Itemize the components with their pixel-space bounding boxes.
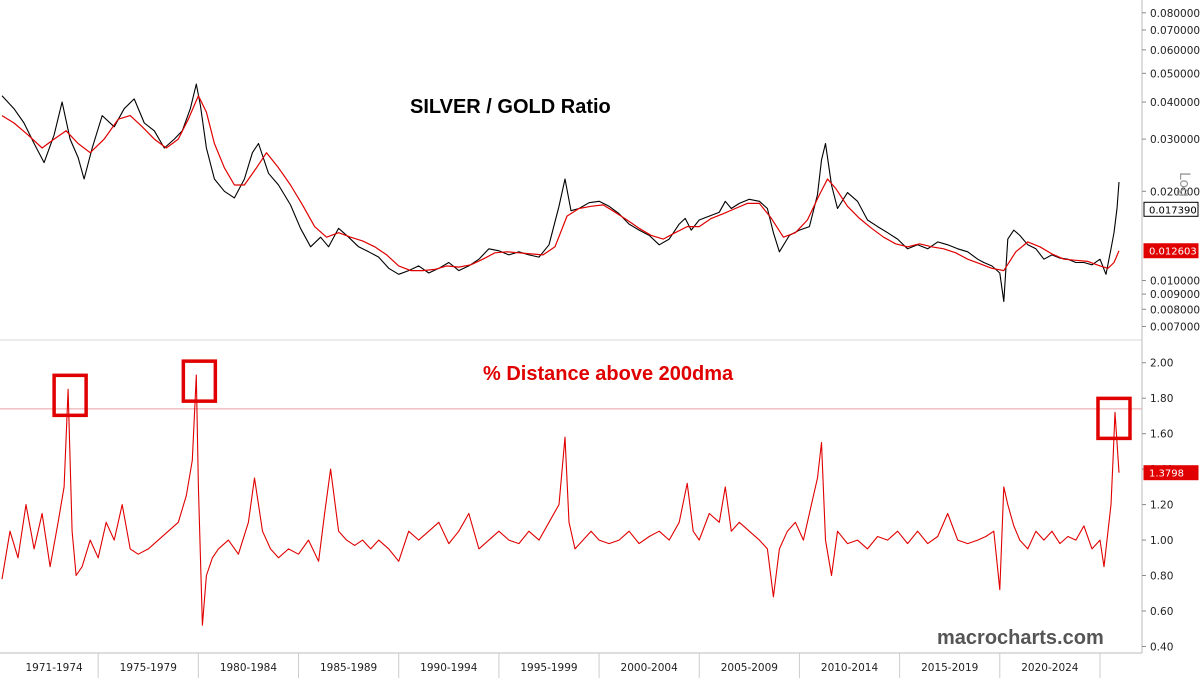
ratio-last-value: 0.017390 [1143,201,1199,217]
ratio-series-line [1,83,1120,303]
distance-last-value-text: 1.3798 [1149,469,1184,480]
x-tick-label: 2000-2004 [621,662,679,674]
highlight-box [52,373,88,418]
bottom-y-tick-label: 1.20 [1150,500,1173,512]
dma-last-value-text: 0.012603 [1149,247,1197,258]
distance-series-line [1,374,1120,626]
log-scale-label: Log [1176,172,1192,197]
top-y-tick-label: 0.080000 [1150,8,1200,20]
top-y-tick-label: 0.010000 [1150,276,1200,288]
highlight-box [181,359,218,403]
x-tick-label: 2005-2009 [721,662,778,674]
dma-last-value-box [1143,243,1199,259]
bottom-y-tick-label: 1.60 [1150,429,1173,441]
top-chart-title: SILVER / GOLD Ratio [410,96,611,118]
dma-series-line [1,95,1120,272]
ratio-last-value-text: 0.017390 [1149,205,1197,216]
top-y-tick-label: 0.030000 [1150,134,1200,146]
distance-last-value-box [1143,465,1199,481]
bottom-y-tick-label: 0.60 [1150,606,1173,618]
bottom-y-tick-label: 0.40 [1150,641,1173,653]
watermark: macrocharts.com [937,627,1104,649]
top-y-tick-label: 0.007000 [1150,321,1200,333]
top-y-tick-label: 0.050000 [1150,68,1200,80]
top-y-tick-label: 0.070000 [1150,25,1200,37]
top-y-tick-label: 0.040000 [1150,97,1200,109]
top-y-tick-label: 0.060000 [1150,45,1200,57]
bottom-y-tick-label: 1.00 [1150,535,1173,547]
x-tick-label: 1990-1994 [420,662,478,674]
distance-last-value: 1.3798 [1143,465,1199,481]
x-tick-label: 1985-1989 [320,662,377,674]
dma-last-value: 0.012603 [1143,243,1199,259]
x-tick-label: 2010-2014 [821,662,879,674]
highlight-box [1096,396,1132,441]
x-tick-label: 1995-1999 [520,662,577,674]
x-tick-label: 2020-2024 [1021,662,1079,674]
ratio-last-value-box [1143,201,1199,217]
bottom-y-tick-label: 1.80 [1150,393,1173,405]
bottom-chart-title: % Distance above 200dma [483,363,734,385]
bottom-y-tick-label: 0.80 [1150,571,1173,583]
top-y-tick-label: 0.008000 [1150,304,1200,316]
top-y-tick-label: 0.020000 [1150,186,1200,198]
x-tick-label: 2015-2019 [921,662,978,674]
top-y-tick-label: 0.009000 [1150,289,1200,301]
x-tick-label: 1971-1974 [25,662,83,674]
bottom-y-tick-label: 2.00 [1150,358,1173,370]
x-tick-label: 1980-1984 [220,662,278,674]
x-tick-label: 1975-1979 [120,662,177,674]
